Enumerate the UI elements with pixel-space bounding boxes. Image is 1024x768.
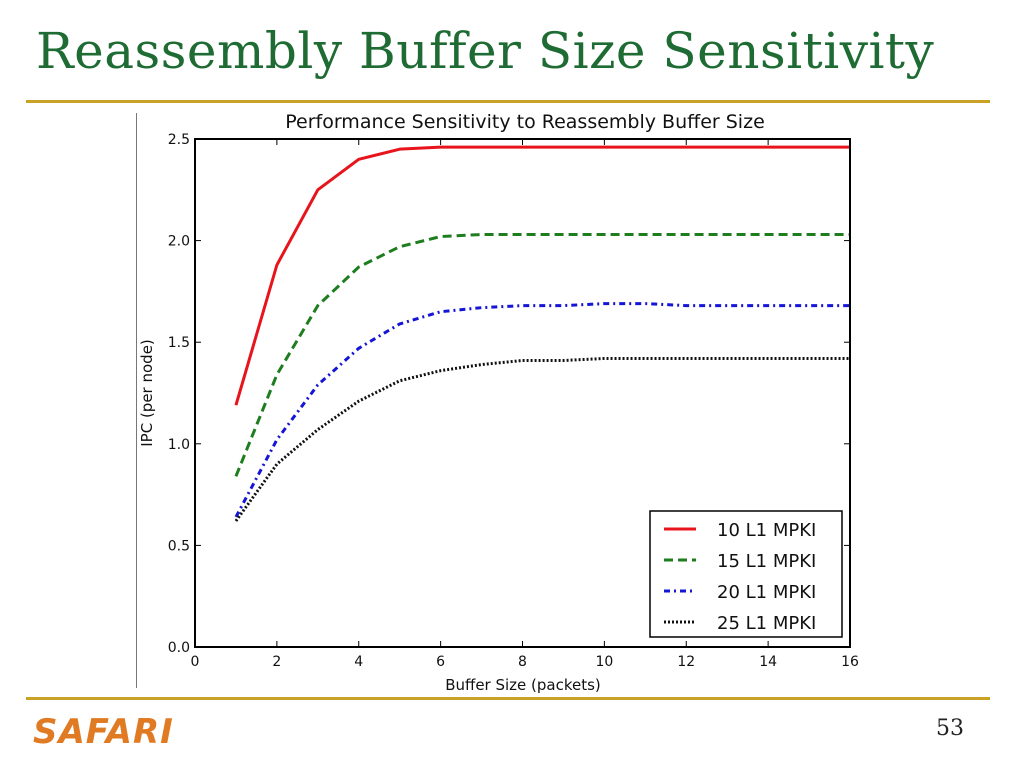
legend-label: 25 L1 MPKI: [717, 613, 816, 634]
x-tick-label: 8: [518, 654, 527, 670]
series-line-20-l1-mpki: [234, 302, 850, 518]
x-tick-label: 16: [841, 654, 859, 670]
series-line-10-l1-mpki: [234, 145, 850, 406]
x-tick-label: 0: [191, 654, 200, 670]
y-tick-label: 0.5: [168, 538, 190, 554]
x-tick-label: 14: [759, 654, 777, 670]
x-axis-label: Buffer Size (packets): [445, 676, 601, 694]
legend-label: 10 L1 MPKI: [717, 520, 816, 541]
safari-logo: SAFARI: [33, 712, 174, 752]
y-tick-label: 2.0: [168, 234, 190, 250]
legend-box: [649, 510, 843, 638]
x-tick-label: 10: [595, 654, 613, 670]
legend-label: 20 L1 MPKI: [717, 582, 816, 603]
page-number: 53: [936, 716, 964, 741]
footer-divider: [26, 697, 990, 700]
y-tick-label: 1.5: [168, 335, 190, 351]
x-tick-label: 4: [354, 654, 363, 670]
x-tick-label: 2: [272, 654, 281, 670]
y-tick-label: 1.0: [168, 437, 190, 453]
title-divider: [26, 100, 990, 103]
series-line-25-l1-mpki: [234, 356, 850, 522]
series-line-15-l1-mpki: [234, 233, 850, 477]
x-tick-label: 12: [677, 654, 695, 670]
chart-title: Performance Sensitivity to Reassembly Bu…: [285, 111, 765, 133]
slide-title: Reassembly Buffer Size Sensitivity: [36, 22, 935, 80]
y-tick-label: 0.0: [168, 640, 190, 656]
legend-label: 15 L1 MPKI: [717, 551, 816, 572]
x-tick-label: 6: [436, 654, 445, 670]
chart-left-border: [136, 113, 137, 688]
y-tick-label: 2.5: [168, 132, 190, 148]
line-chart: Performance Sensitivity to Reassembly Bu…: [138, 111, 859, 694]
chart-legend: 10 L1 MPKI 15 L1 MPKI 20 L1 MPKI 25 L1 MPKI: [649, 510, 843, 638]
y-axis-label: IPC (per node): [138, 339, 156, 447]
